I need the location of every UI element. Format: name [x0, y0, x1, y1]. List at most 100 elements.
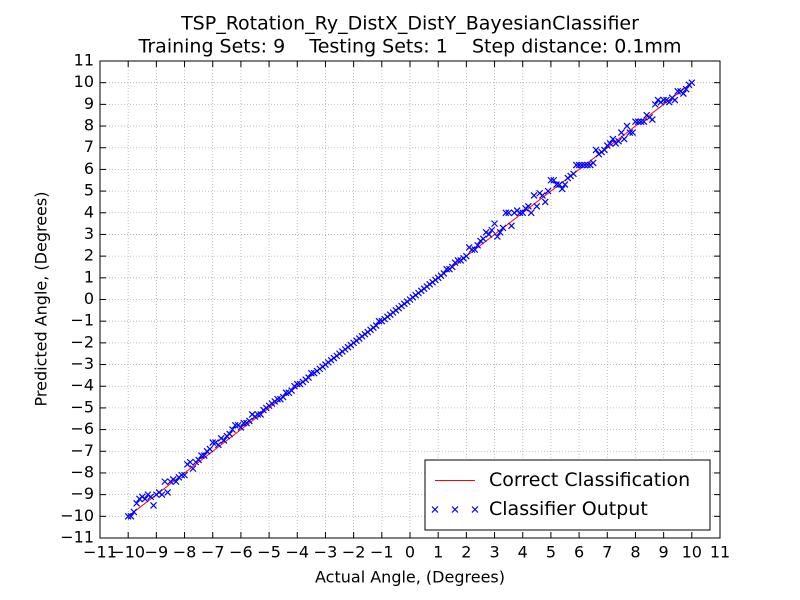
scatter-point [491, 220, 498, 228]
scatter-point [488, 226, 496, 234]
scatter-point [581, 161, 589, 169]
y-axis-label: Predicted Angle, (Degrees) [32, 192, 51, 407]
y-tick-label: −10 [60, 506, 94, 525]
y-tick-label: 11 [74, 51, 94, 70]
x-tick-label: 9 [659, 543, 669, 562]
scatter-point [141, 495, 149, 503]
x-tick-label: −5 [257, 543, 281, 562]
legend-label: Classifier Output [489, 498, 648, 520]
x-tick-label: −2 [342, 543, 366, 562]
scatter-point [305, 374, 312, 381]
scatter-point [558, 185, 566, 193]
scatter-point [578, 161, 586, 169]
scatter-point [601, 146, 608, 154]
scatter-point [505, 209, 513, 217]
scatter-point [550, 176, 558, 184]
scatter-point [164, 489, 172, 496]
scatter-point [589, 159, 597, 167]
y-tick-label: −5 [70, 397, 94, 416]
scatter-point [609, 135, 617, 143]
chart-title: TSP_Rotation_Ry_DistX_DistY_BayesianClas… [180, 13, 639, 35]
x-tick-label: 2 [461, 543, 471, 562]
scatter-point [516, 209, 524, 217]
scatter-point [651, 100, 659, 108]
x-tick-label: 0 [405, 543, 415, 562]
x-tick-label: −4 [285, 543, 309, 562]
scatter-point [674, 87, 682, 95]
scatter-point [493, 233, 501, 241]
scatter-point [158, 491, 166, 499]
scatter-point [254, 410, 262, 418]
scatter-point [629, 129, 637, 136]
y-tick-label: −3 [70, 354, 94, 373]
scatter-point [592, 146, 600, 154]
y-tick-label: −6 [70, 419, 94, 438]
scatter-point [133, 499, 141, 507]
x-axis-label: Actual Angle, (Degrees) [315, 568, 505, 587]
scatter-point [679, 90, 687, 97]
y-tick-label: 8 [84, 116, 94, 135]
scatter-point [462, 252, 470, 260]
scatter-point [375, 317, 383, 325]
scatter-point [454, 257, 462, 264]
scatter-point [524, 202, 532, 210]
scatter-point [620, 135, 628, 143]
scatter-point [533, 202, 541, 210]
scatter-point [555, 181, 563, 189]
scatter-point [372, 322, 380, 329]
legend-box [424, 459, 711, 531]
scatter-point [279, 393, 287, 401]
scatter-point [485, 231, 493, 238]
scatter-point [195, 456, 203, 464]
x-tick-label: 4 [518, 543, 528, 562]
scatter-point [214, 441, 222, 449]
x-tick-label: −8 [173, 543, 197, 562]
scatter-point [237, 423, 245, 431]
scatter-point [257, 410, 265, 418]
scatter-point [544, 187, 552, 195]
x-tick-label: 8 [630, 543, 640, 562]
y-tick-label: 7 [84, 137, 94, 156]
scatter-point [178, 471, 186, 479]
scatter-point [440, 270, 448, 277]
scatter-point [443, 265, 451, 273]
scatter-point [623, 122, 631, 130]
scatter-point [499, 224, 507, 232]
scatter-point [468, 246, 476, 254]
scatter-point [307, 369, 315, 377]
scatter-point [200, 452, 208, 460]
scatter-point [527, 209, 535, 217]
scatter-point [293, 380, 301, 388]
scatter-point [561, 181, 569, 189]
scatter-point [519, 209, 527, 217]
scatter-point [640, 118, 648, 126]
scatter-point [502, 209, 510, 217]
scatter-point [688, 79, 696, 87]
plot-area [124, 79, 696, 520]
scatter-point [147, 493, 155, 501]
x-tick-label: 11 [710, 543, 730, 562]
scatter-point [530, 192, 538, 199]
scatter-point [206, 445, 214, 453]
x-tick-label: 7 [602, 543, 612, 562]
y-tick-label: 3 [84, 224, 94, 243]
scatter-point [471, 246, 479, 254]
legend-marker [451, 506, 459, 513]
scatter-point [474, 241, 482, 249]
scatter-point [124, 512, 132, 520]
scatter-point [231, 421, 239, 429]
scatter-point [660, 96, 668, 104]
y-tick-label: 10 [74, 72, 94, 91]
x-tick-label: 1 [433, 543, 443, 562]
chart-subtitle: Training Sets: 9 Testing Sets: 1 Step di… [138, 36, 682, 58]
scatter-point [665, 98, 673, 106]
scatter-point [671, 96, 679, 104]
scatter-point [584, 161, 591, 169]
y-tick-label: −4 [70, 376, 94, 395]
scatter-point [150, 502, 157, 509]
y-tick-label: 4 [84, 202, 94, 221]
scatter-point [172, 478, 180, 486]
scatter-point [288, 387, 296, 394]
legend-marker [471, 506, 479, 513]
